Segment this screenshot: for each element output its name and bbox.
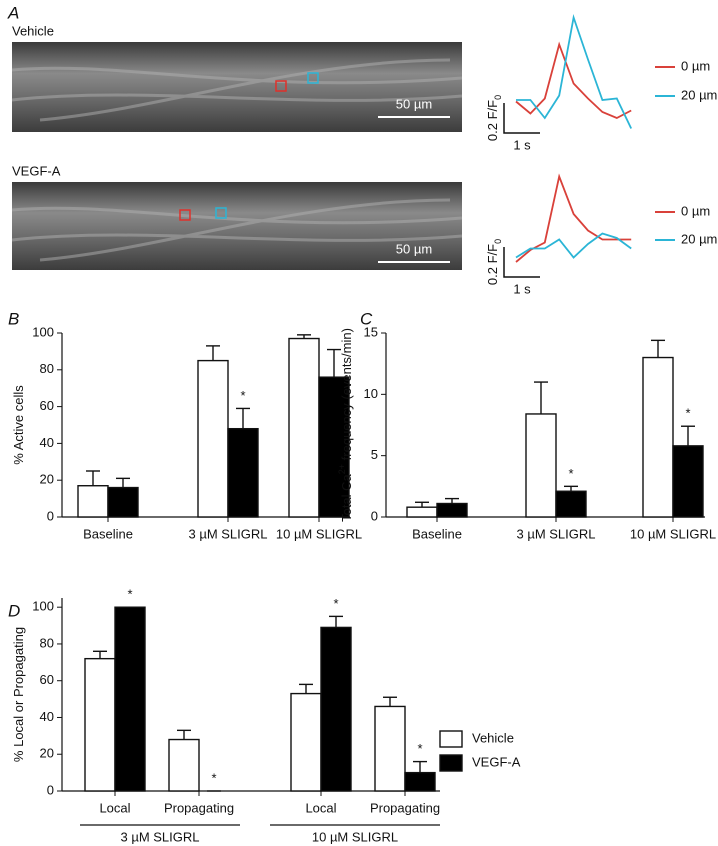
y-tick-label: 40 [40,709,54,724]
bar [436,502,468,518]
y-tick-label: 60 [40,398,54,413]
legend-label: 0 µm [681,203,710,218]
scale-label: 50 µm [396,241,432,256]
bar [672,445,704,518]
y-axis-label-part: 2+ [337,464,347,474]
image-title: Vehicle [12,23,54,38]
trace [515,41,632,119]
trace [515,173,632,263]
x-tick-label: 10 µM SLIGRL [276,526,362,541]
y-tick-label: 5 [371,447,378,462]
scale-label-part: 0.2 F/F [485,100,500,141]
x-tick-label: Propagating [164,800,234,815]
significance-mark: * [568,466,573,481]
bar [404,771,436,792]
significance-mark: * [417,741,422,756]
panel-label: C [360,309,373,328]
legend-swatch [439,754,463,772]
y-axis-label-part: % Active cells [11,385,26,465]
bar [84,657,116,792]
group-label: 10 µM SLIGRL [312,829,398,844]
scale-label: 1 s [513,137,531,152]
legend-label: Vehicle [472,730,514,745]
scale-label-part: 0.2 F/F [485,244,500,285]
roi [307,72,319,84]
scale-label: 0.2 F/F0 [485,95,503,141]
y-tick-label: 100 [32,324,54,339]
y-tick-label: 60 [40,672,54,687]
bar [197,359,229,518]
panel-label: A [7,3,19,22]
scale-bar [503,247,540,278]
significance-mark: * [333,596,338,611]
micrograph: 50 µm [11,182,463,270]
legend-label: 20 µm [681,87,717,102]
scale-label: 50 µm [396,96,432,111]
bar [642,356,674,518]
x-tick-label: Local [99,800,130,815]
bar [77,485,109,518]
bar [374,705,406,792]
panel-label: D [8,601,20,620]
image-title: VEGF-A [12,163,61,178]
x-tick-label: 3 µM SLIGRL [516,526,595,541]
scale-label: 0.2 F/F0 [485,239,503,285]
y-tick-label: 80 [40,635,54,650]
y-tick-label: 0 [47,508,54,523]
y-tick-label: 0 [371,508,378,523]
y-tick-label: 80 [40,361,54,376]
significance-mark: * [127,587,132,602]
x-tick-label: Propagating [370,800,440,815]
bar [227,427,259,518]
legend-swatch [439,730,463,748]
bar [288,337,320,518]
group-label: 3 µM SLIGRL [120,829,199,844]
bar [406,506,438,518]
x-tick-label: 10 µM SLIGRL [630,526,716,541]
bar [555,490,587,518]
y-tick-label: 20 [40,746,54,761]
micrograph: 50 µm [11,42,463,132]
y-tick-label: 100 [32,599,54,614]
legend-label: 20 µm [681,231,717,246]
bar [318,376,350,518]
x-tick-label: Local [305,800,336,815]
trace [516,13,633,129]
y-axis-label: % Active cells [11,385,26,465]
significance-mark: * [685,406,690,421]
bar [525,413,557,518]
bar [290,692,322,792]
scale-label-part: 0 [493,239,503,244]
panel-label: B [8,309,19,328]
y-tick-label: 20 [40,472,54,487]
y-axis-label: % Local or Propagating [11,627,26,762]
y-axis-label-part: frequency (events/min) [339,328,354,464]
roi [179,209,191,221]
significance-mark: * [240,388,245,403]
legend-label: VEGF-A [472,754,521,769]
x-tick-label: Baseline [83,526,133,541]
bar [114,606,146,792]
bar [320,626,352,792]
x-tick-label: Baseline [412,526,462,541]
y-axis-label-part: % Local or Propagating [11,627,26,762]
trace [515,232,632,259]
y-axis-label: Total Ca2+ frequency (events/min) [337,328,354,522]
scale-label: 1 s [513,281,531,296]
bar [107,486,139,518]
y-tick-label: 10 [364,386,378,401]
legend-label: 0 µm [681,58,710,73]
y-tick-label: 15 [364,324,378,339]
bar [168,738,200,792]
y-tick-label: 0 [47,782,54,797]
roi [275,80,287,92]
scale-label-part: 0 [493,95,503,100]
roi [215,207,227,219]
significance-mark: * [211,770,216,785]
scale-bar [503,103,540,134]
x-tick-label: 3 µM SLIGRL [188,526,267,541]
y-axis-label-part: Total Ca [339,473,354,521]
y-tick-label: 40 [40,435,54,450]
